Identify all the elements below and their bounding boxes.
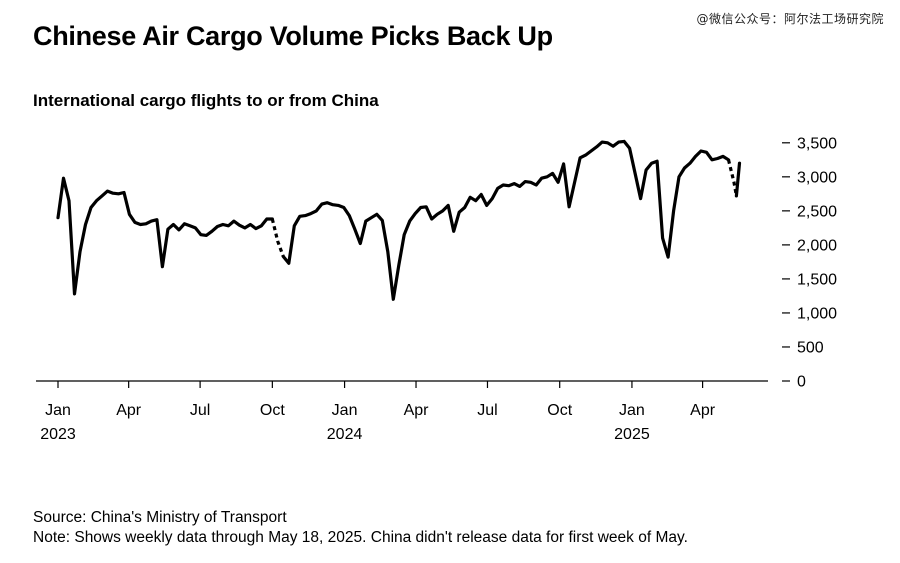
y-tick-label: 3,000 (797, 169, 837, 186)
series-line (281, 139, 731, 301)
y-tick-label: 500 (797, 339, 824, 356)
series-line (734, 161, 742, 198)
x-tick-label: Jul (190, 402, 210, 419)
x-year-label: 2024 (327, 426, 363, 443)
x-tick-label: Apr (116, 402, 142, 419)
x-tick-label: Jan (332, 402, 358, 419)
y-tick-label: 0 (797, 374, 806, 391)
y-tick-label: 2,500 (797, 203, 837, 220)
x-tick-label: Jul (477, 402, 497, 419)
chart-subtitle: International cargo flights to or from C… (33, 91, 379, 110)
series-line-gap-dashed (726, 159, 738, 197)
x-tick-label: Apr (404, 402, 430, 419)
x-tick-label: Oct (260, 402, 285, 419)
x-year-label: 2025 (614, 426, 650, 443)
chart-axes: 0 500 1,000 1,500 2,000 2,500 3,000 3,500 Jan 202… (36, 135, 837, 443)
x-tick-label: Oct (547, 402, 572, 419)
series-line-gap-dashed (270, 218, 285, 258)
series-line (56, 176, 274, 296)
y-tick-label: 3,500 (797, 135, 837, 152)
watermark: @微信公众号：阿尔法工场研究院 (696, 12, 884, 26)
chart-series (56, 139, 742, 301)
source-note: Source: China's Ministry of Transport (33, 509, 287, 526)
x-year-label: 2023 (40, 426, 76, 443)
y-tick-label: 1,000 (797, 305, 837, 322)
y-tick-label: 2,000 (797, 237, 837, 254)
x-tick-label: Jan (619, 402, 645, 419)
x-tick-label: Apr (690, 402, 716, 419)
x-tick-label: Jan (45, 402, 71, 419)
chart-title: Chinese Air Cargo Volume Picks Back Up (33, 21, 553, 51)
y-tick-label: 1,500 (797, 271, 837, 288)
footnote: Note: Shows weekly data through May 18, … (33, 529, 688, 546)
